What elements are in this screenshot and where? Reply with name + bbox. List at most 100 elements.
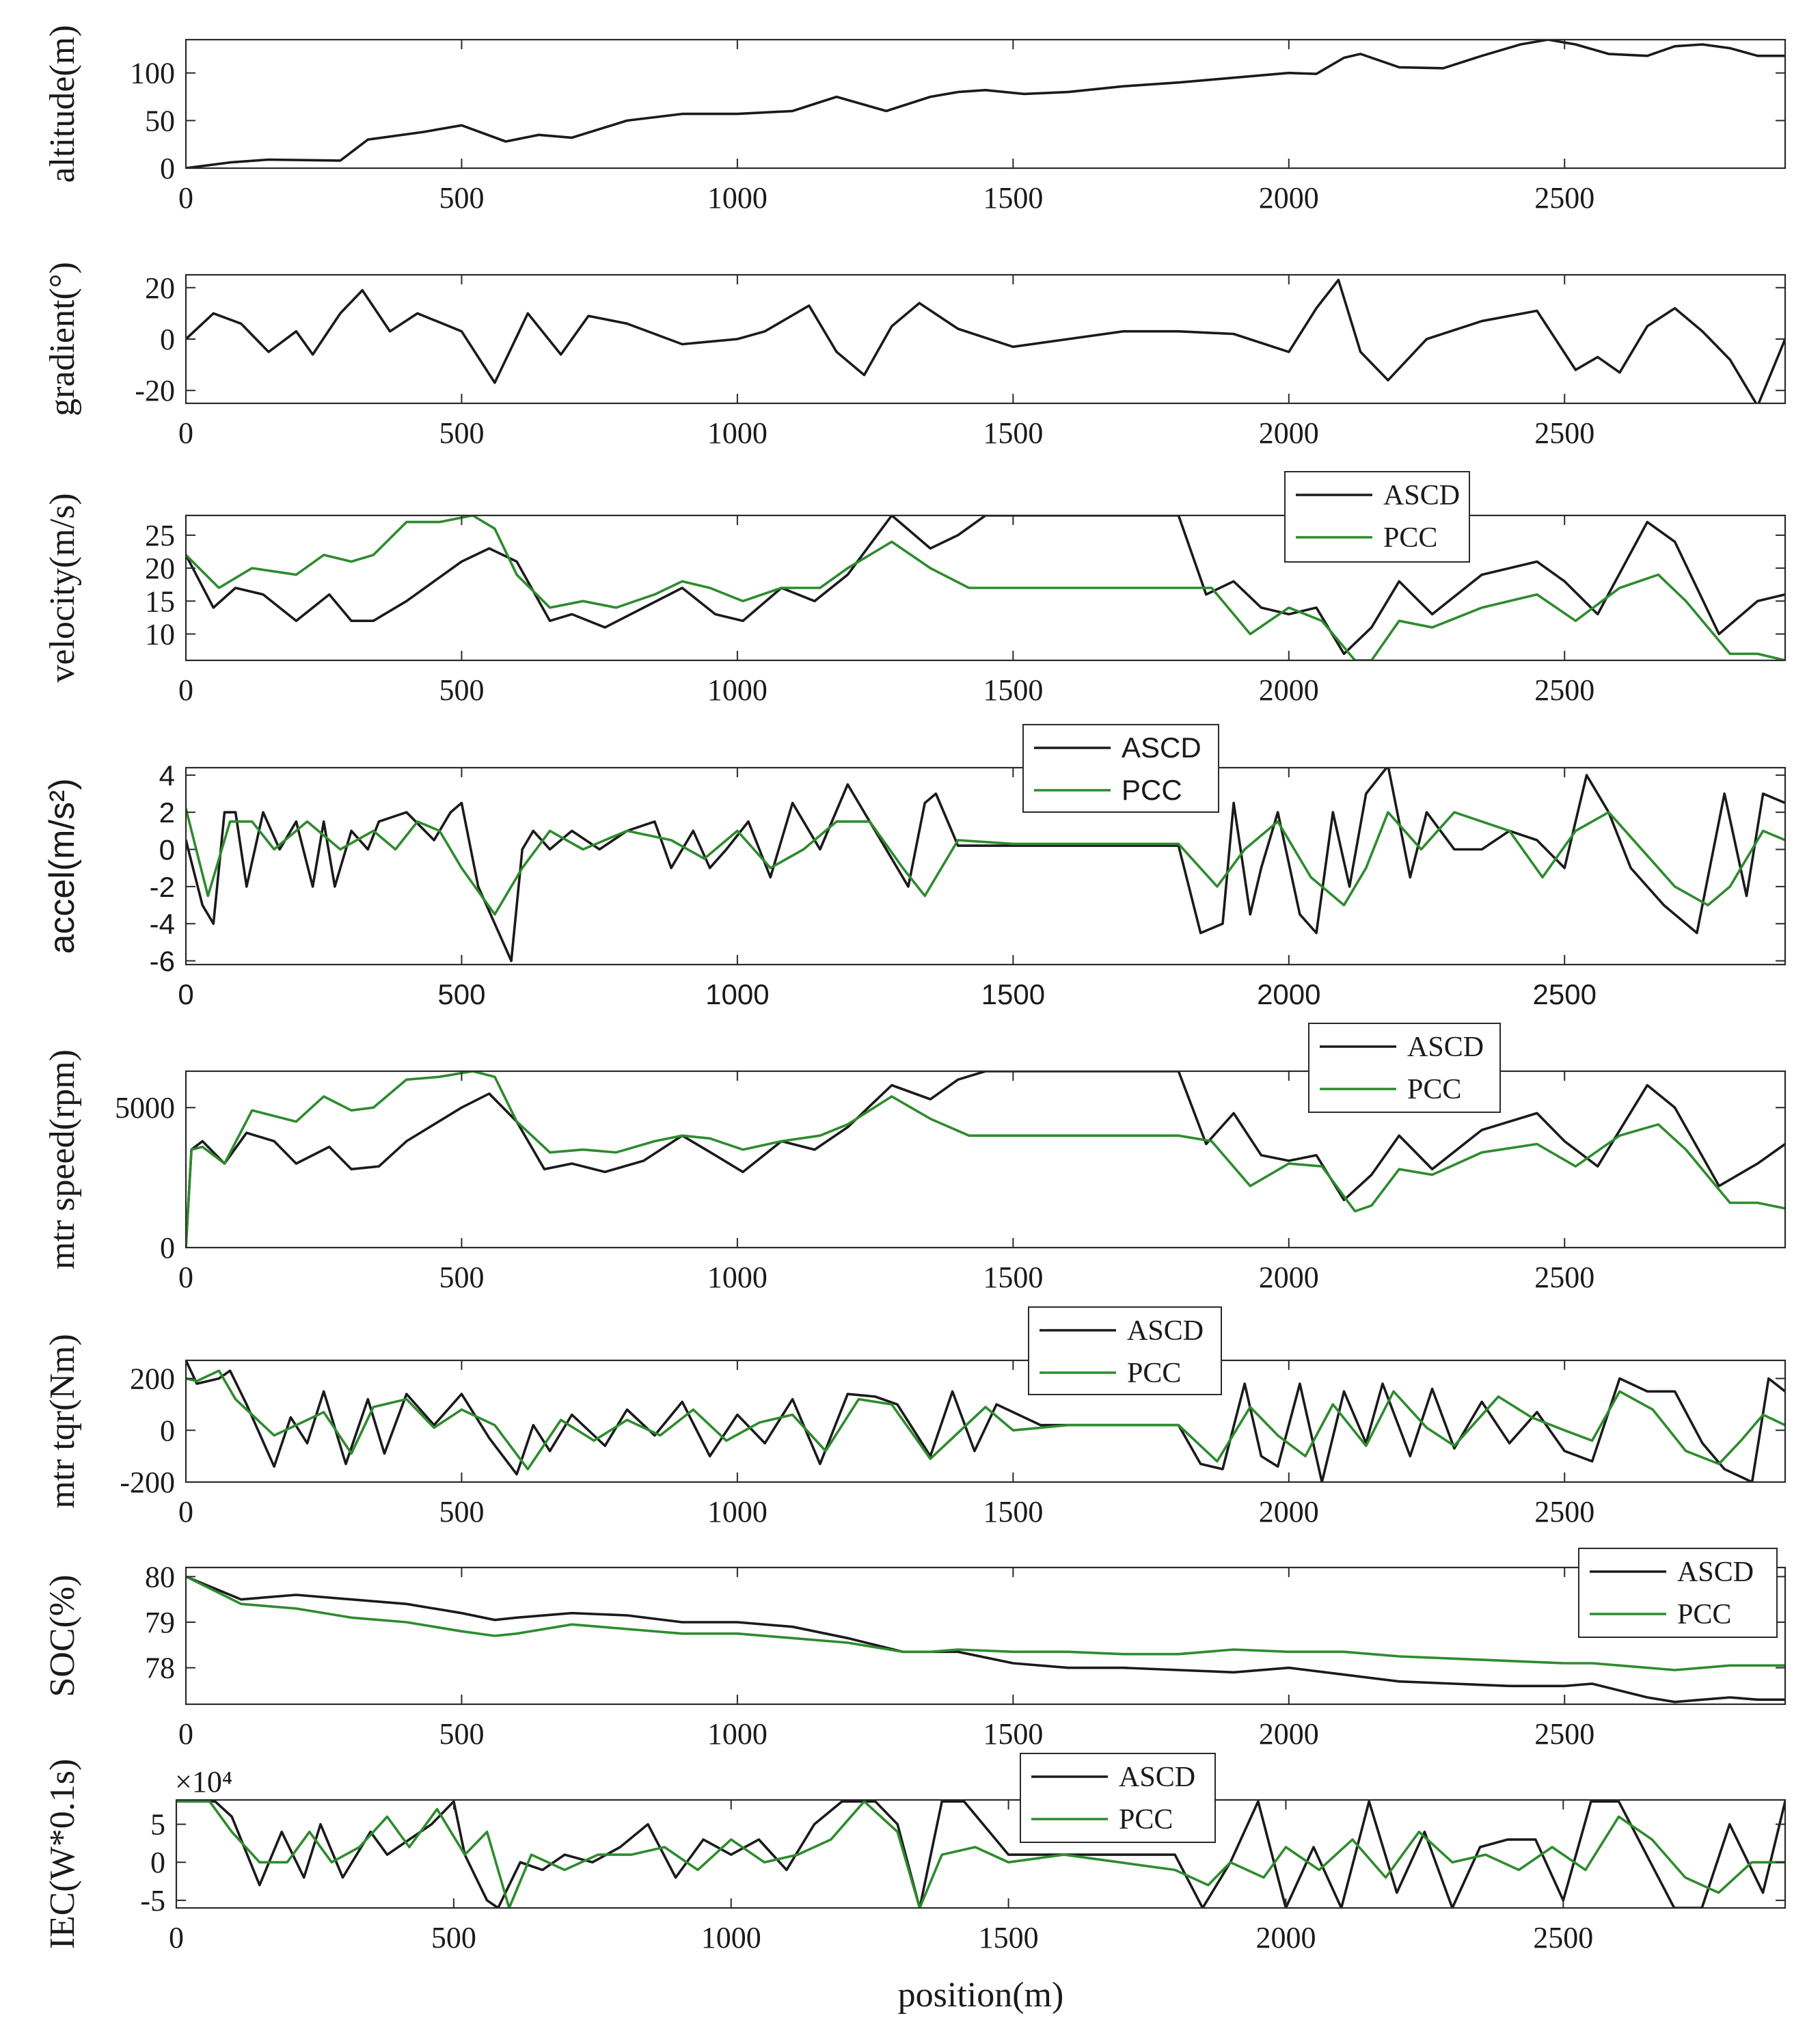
y-tick-label-soc-2: 80 [145, 1560, 175, 1593]
legend-box-accel [1022, 724, 1219, 813]
y-axis-title-altitude: altitude(m) [43, 25, 82, 183]
y-tick-label-altitude-1: 50 [145, 104, 175, 137]
y-axis-title-mtr-tqr: mtr tqr(Nm) [43, 1334, 82, 1509]
x-tick-label-mtr-speed-500: 500 [439, 1261, 484, 1294]
series-gradient-gradient [186, 278, 1785, 403]
legend-mtr-tqr: ASCD PCC [1028, 1306, 1222, 1395]
x-tick-label-altitude-0: 0 [178, 181, 193, 215]
x-tick-label-gradient-2500: 2500 [1534, 416, 1594, 450]
y-tick-label-velocity-0: 10 [145, 617, 175, 651]
legend-mtr-speed: ASCD PCC [1308, 1023, 1501, 1113]
y-tick-label-accel-0: -6 [150, 945, 175, 978]
legend-soc: ASCD PCC [1578, 1548, 1778, 1638]
y-tick-label-accel-1: -4 [150, 908, 175, 940]
x-tick-label-velocity-2000: 2000 [1259, 673, 1319, 707]
legend-velocity: ASCD PCC [1284, 471, 1470, 563]
y-tick-label-altitude-0: 0 [160, 152, 175, 185]
legend-iec: ASCD PCC [1020, 1753, 1216, 1843]
x-tick-label-gradient-0: 0 [178, 416, 193, 450]
legend-label-accel-ascd: ASCD [1122, 731, 1201, 764]
y-tick-label-soc-0: 78 [145, 1652, 175, 1685]
y-axis-title-mtr-speed: mtr speed(rpm) [43, 1049, 82, 1269]
x-tick-label-velocity-1500: 1500 [983, 673, 1043, 707]
series-accel-pcc [186, 807, 1785, 916]
x-tick-label-velocity-0: 0 [178, 673, 193, 707]
legend-box-iec [1020, 1753, 1216, 1843]
legend-accel: ASCD PCC [1022, 724, 1219, 813]
exponent-label-iec: ×10⁴ [175, 1765, 232, 1799]
y-tick-label-velocity-2: 20 [145, 552, 175, 585]
y-axis-title-soc: SOC(%) [43, 1574, 82, 1697]
x-tick-label-iec-1500: 1500 [979, 1921, 1039, 1954]
panel-accel: 0 500 1000 1500 2000 2500 -6 -4 -2 0 2 4 accel(m/s²)… [42, 724, 1787, 1010]
legend-label-mtr-speed-ascd: ASCD [1407, 1032, 1484, 1063]
y-tick-label-accel-5: 4 [159, 759, 175, 792]
x-axis-title: position(m) [898, 1976, 1064, 2015]
x-tick-label-accel-2000: 2000 [1257, 978, 1320, 1010]
x-tick-label-accel-500: 500 [437, 978, 485, 1010]
x-tick-label-altitude-2500: 2500 [1534, 181, 1594, 215]
x-tick-label-soc-2500: 2500 [1534, 1717, 1594, 1751]
series-accel-ascd [186, 768, 1785, 963]
x-tick-label-mtr-tqr-1500: 1500 [983, 1495, 1043, 1529]
y-tick-label-mtr-speed-0: 0 [160, 1231, 175, 1265]
series-mtr-tqr-pcc [186, 1369, 1785, 1470]
series-iec-pcc [176, 1800, 1785, 1908]
y-tick-label-accel-4: 2 [159, 796, 175, 829]
y-tick-label-accel-2: -2 [150, 871, 175, 903]
x-tick-label-altitude-1500: 1500 [983, 181, 1043, 215]
x-tick-label-soc-0: 0 [178, 1717, 193, 1751]
x-tick-label-mtr-tqr-2500: 2500 [1534, 1495, 1594, 1529]
series-mtr-speed-ascd [186, 1071, 1785, 1248]
legend-label-velocity-pcc: PCC [1383, 522, 1437, 554]
x-tick-label-accel-0: 0 [178, 978, 193, 1010]
legend-label-iec-pcc: PCC [1119, 1804, 1173, 1835]
x-tick-label-soc-500: 500 [439, 1717, 484, 1751]
x-tick-label-mtr-speed-1000: 1000 [707, 1261, 768, 1294]
x-tick-label-altitude-2000: 2000 [1259, 181, 1319, 215]
legend-label-mtr-tqr-pcc: PCC [1127, 1358, 1181, 1389]
y-tick-label-gradient-0: -20 [135, 374, 175, 407]
axes-frame-altitude [185, 38, 1787, 170]
legend-label-velocity-ascd: ASCD [1383, 480, 1460, 511]
x-tick-label-iec-2500: 2500 [1533, 1921, 1593, 1954]
y-axis-title-velocity: velocity(m/s) [43, 493, 82, 682]
x-tick-label-altitude-1000: 1000 [707, 181, 768, 215]
y-tick-label-soc-1: 79 [145, 1606, 175, 1639]
x-tick-label-mtr-speed-0: 0 [178, 1261, 193, 1294]
legend-label-mtr-tqr-ascd: ASCD [1127, 1315, 1204, 1347]
x-tick-label-soc-2000: 2000 [1259, 1717, 1319, 1751]
x-tick-label-velocity-1000: 1000 [707, 673, 768, 707]
legend-label-soc-pcc: PCC [1677, 1599, 1731, 1630]
y-tick-label-iec-0: -5 [140, 1884, 165, 1918]
series-velocity-pcc [186, 515, 1785, 660]
x-tick-label-mtr-tqr-0: 0 [178, 1495, 193, 1529]
series-soc-pcc [186, 1575, 1785, 1671]
panel-soc: 0 500 1000 1500 2000 2500 78 79 80 SOC(%) ASCD PCC [43, 1548, 1787, 1751]
series-mtr-tqr-ascd [186, 1360, 1785, 1482]
x-tick-label-iec-0: 0 [169, 1921, 184, 1954]
series-mtr-speed-pcc [186, 1071, 1785, 1248]
y-tick-label-accel-3: 0 [159, 834, 175, 866]
panel-altitude: 0 500 1000 1500 2000 2500 0 50 100 altitude(m) [43, 25, 1787, 215]
x-tick-label-altitude-500: 500 [439, 181, 484, 215]
y-tick-label-mtr-speed-1: 5000 [115, 1091, 175, 1125]
x-tick-label-velocity-2500: 2500 [1534, 673, 1594, 707]
y-tick-label-iec-2: 5 [150, 1808, 165, 1842]
series-altitude-altitude [186, 40, 1785, 168]
y-axis-title-iec: IEC(W*0.1s) [43, 1759, 82, 1950]
series-soc-ascd [186, 1575, 1785, 1704]
x-tick-label-iec-1000: 1000 [701, 1921, 761, 1954]
y-tick-label-gradient-1: 0 [160, 323, 175, 356]
x-tick-label-gradient-2000: 2000 [1259, 416, 1319, 450]
axes-frame-accel [185, 766, 1787, 966]
legend-label-mtr-speed-pcc: PCC [1407, 1074, 1461, 1105]
x-tick-label-gradient-1000: 1000 [707, 416, 768, 450]
panel-mtr-speed: 0 500 1000 1500 2000 2500 0 5000 mtr speed(rpm) A… [43, 1023, 1787, 1294]
x-tick-label-accel-1000: 1000 [705, 978, 769, 1010]
